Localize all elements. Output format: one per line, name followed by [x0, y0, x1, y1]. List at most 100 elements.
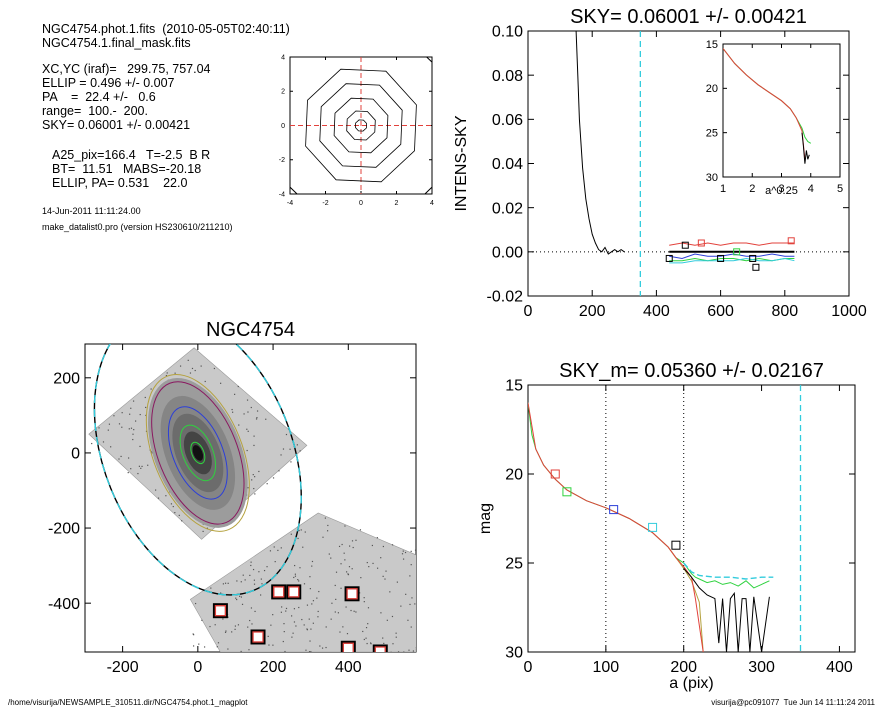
image-noise-pixel: [321, 647, 324, 649]
image-noise-pixel: [347, 573, 350, 576]
footer-path: /home/visurija/NEWSAMPLE_310511.dir/NGC4…: [8, 698, 248, 707]
image-noise-pixel: [415, 647, 416, 649]
image-noise-pixel: [216, 646, 218, 648]
image-noise-pixel: [220, 382, 222, 384]
image-noise-pixel: [250, 561, 252, 563]
image-noise-pixel: [330, 557, 332, 559]
image-noise-pixel: [240, 650, 242, 652]
image-noise-pixel: [250, 607, 253, 609]
image-noise-pixel: [305, 649, 307, 651]
image-noise-pixel: [345, 606, 347, 608]
image-noise-pixel: [254, 493, 256, 495]
contour-xtick-label: 0: [359, 200, 363, 207]
image-noise-pixel: [371, 544, 373, 547]
image-noise-pixel: [227, 648, 229, 650]
image-noise-pixel: [253, 444, 255, 447]
image-field: [88, 344, 420, 652]
image-noise-pixel: [346, 633, 349, 635]
image-noise-pixel: [308, 651, 311, 652]
image-ytick-label: 0: [71, 446, 80, 463]
mask-box: [286, 584, 302, 600]
inset-xtick-label: 1: [720, 183, 726, 195]
image-noise-pixel: [376, 567, 379, 569]
image-noise-pixel: [312, 600, 315, 602]
image-noise-pixel: [191, 367, 194, 370]
image-noise-pixel: [300, 529, 302, 531]
image-noise-pixel: [419, 584, 420, 585]
image-noise-pixel: [113, 415, 115, 417]
image-noise-pixel: [289, 448, 291, 450]
image-noise-pixel: [144, 396, 146, 399]
mag-marker: [648, 522, 658, 532]
image-noise-pixel: [121, 412, 123, 414]
sky-ytick-label: -0.02: [487, 289, 524, 306]
image-noise-pixel: [254, 476, 256, 478]
image-noise-pixel: [382, 575, 384, 577]
sky-xtick-label: 200: [579, 303, 606, 320]
inset-ytick-label: 15: [706, 39, 718, 51]
contour-ytick-label: -4: [279, 191, 285, 198]
image-noise-pixel: [391, 615, 394, 618]
sky-xtick-label: 400: [643, 303, 670, 320]
mask-box: [212, 603, 228, 619]
image-noise-pixel: [102, 441, 105, 443]
image-noise-pixel: [130, 427, 133, 429]
image-noise-pixel: [234, 625, 237, 627]
mag-ytick-label: 30: [505, 645, 523, 662]
image-noise-pixel: [304, 531, 306, 533]
image-noise-pixel: [363, 638, 365, 641]
galaxy-light: [192, 445, 204, 461]
contour-corner-tr: [426, 56, 433, 63]
mag-series-cyan: [683, 562, 774, 580]
image-noise-pixel: [243, 413, 245, 415]
contour-corner-br: [424, 186, 433, 195]
contour-xtick-label: 4: [430, 200, 434, 207]
image-noise-pixel: [302, 546, 304, 548]
image-noise-pixel: [201, 619, 203, 621]
image-noise-pixel: [303, 624, 305, 626]
image-noise-pixel: [192, 633, 194, 635]
image-noise-pixel: [246, 428, 248, 430]
image-noise-pixel: [355, 539, 357, 541]
image-noise-pixel: [303, 583, 306, 585]
image-noise-pixel: [234, 393, 236, 395]
image-noise-pixel: [367, 607, 370, 609]
image-noise-pixel: [278, 470, 280, 472]
image-xtick-label: 400: [335, 659, 362, 676]
image-noise-pixel: [281, 606, 283, 608]
image-noise-pixel: [407, 619, 409, 621]
image-noise-pixel: [280, 454, 282, 456]
image-noise-pixel: [127, 471, 129, 474]
image-noise-pixel: [174, 372, 176, 374]
inset-ytick-label: 20: [706, 83, 718, 95]
image-noise-pixel: [246, 449, 248, 452]
contour-level: [319, 83, 403, 168]
image-noise-pixel: [297, 537, 299, 540]
image-noise-pixel: [383, 642, 385, 645]
mag-xtick-label: 100: [593, 659, 620, 676]
image-noise-pixel: [409, 575, 411, 577]
sky-series-cyan: [669, 257, 795, 264]
image-noise-pixel: [294, 564, 296, 567]
sky-series-blue: [669, 253, 795, 260]
image-noise-pixel: [250, 406, 252, 409]
image-noise-pixel: [294, 573, 296, 575]
image-noise-pixel: [237, 385, 239, 388]
mask-box-inner: [214, 605, 227, 617]
image-noise-pixel: [132, 438, 134, 441]
mask-box-inner: [252, 631, 264, 643]
image-noise-pixel: [239, 595, 241, 597]
image-noise-pixel: [255, 418, 258, 420]
image-noise-pixel: [397, 651, 400, 652]
image-noise-pixel: [234, 628, 236, 630]
image-noise-pixel: [145, 414, 147, 417]
image-noise-pixel: [155, 489, 157, 491]
image-noise-pixel: [138, 465, 141, 467]
contour-xtick-label: -2: [322, 200, 328, 207]
mask-box-inner: [342, 642, 354, 652]
image-noise-pixel: [236, 598, 238, 601]
image-noise-pixel: [237, 624, 240, 626]
isophote-ellipse-purple: [151, 381, 245, 525]
image-noise-pixel: [312, 622, 314, 624]
sky-title: SKY= 0.06001 +/- 0.00421: [570, 6, 807, 28]
